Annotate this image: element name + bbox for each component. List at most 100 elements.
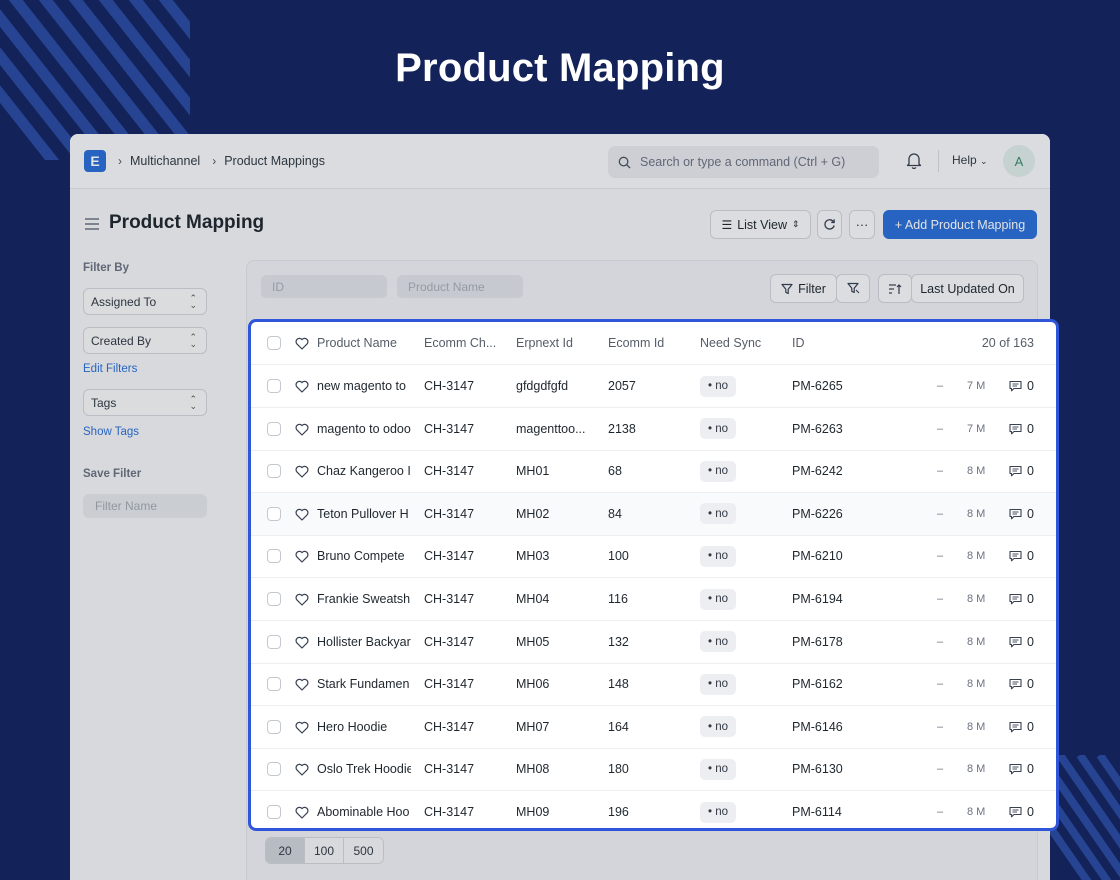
heart-icon[interactable] [295,423,309,436]
product-name-cell[interactable]: new magento to [317,379,406,393]
erpnext-id-cell: magenttoo... [516,421,586,436]
header-need-sync[interactable]: Need Sync [700,336,762,350]
header-ecomm-id[interactable]: Ecomm Id [608,336,665,350]
id-filter-input[interactable]: ID [261,275,387,298]
comment-count[interactable]: 0 [1009,578,1039,620]
more-button[interactable]: ··· [849,210,875,239]
comment-count[interactable]: 0 [1009,663,1039,705]
row-checkbox[interactable] [267,762,281,777]
app-logo[interactable]: E [84,150,106,172]
row-checkbox[interactable] [267,421,281,436]
product-name-cell[interactable]: Bruno Compete [317,549,405,564]
header-erpnext-id[interactable]: Erpnext Id [516,336,573,350]
heart-icon[interactable] [295,763,309,776]
id-cell: PM-6178 [792,634,843,649]
list-row[interactable]: new magento to CH-3147 gfdgdfgfd 2057 • … [251,365,1056,408]
comment-count[interactable]: 0 [1009,621,1039,663]
chevron-right-icon: › [212,154,217,168]
list-row[interactable]: Hero Hoodie CH-3147 MH07 164 • no PM-614… [251,706,1056,749]
page-size-500[interactable]: 500 [344,838,383,863]
list-row[interactable]: Oslo Trek Hoodie CH-3147 MH08 180 • no P… [251,748,1056,792]
product-name-cell[interactable]: Stark Fundamen [317,677,410,692]
add-product-mapping-button[interactable]: + Add Product Mapping [883,210,1037,239]
row-checkbox[interactable] [267,592,281,606]
heart-icon[interactable] [295,380,309,393]
comment-count[interactable]: 0 [1009,365,1039,407]
list-row[interactable]: magento to odoo CH-3147 magenttoo... 213… [251,408,1056,451]
product-name-cell[interactable]: Teton Pullover H [317,506,409,521]
heart-icon[interactable] [295,806,309,819]
product-name-cell[interactable]: Abominable Hoo [317,805,410,819]
page-size-20[interactable]: 20 [266,838,305,863]
sort-order-button[interactable] [878,274,912,303]
comment-count[interactable]: 0 [1009,493,1039,535]
list-row[interactable]: Bruno Compete CH-3147 MH03 100 • no PM-6… [251,535,1056,579]
list-row[interactable]: Abominable Hoo CH-3147 MH09 196 • no PM-… [251,791,1056,828]
status-badge: • no [700,545,737,567]
list-row[interactable]: Hollister Backyar CH-3147 MH05 132 • no … [251,621,1056,664]
list-row[interactable]: Frankie Sweatsh CH-3147 MH04 116 • no PM… [251,578,1056,621]
comment-count[interactable]: 0 [1009,748,1039,790]
product-name-cell[interactable]: magento to odoo [317,421,411,436]
row-checkbox[interactable] [267,677,281,692]
comment-count[interactable]: 0 [1009,706,1039,748]
breadcrumb-product-mappings[interactable]: Product Mappings [224,154,325,168]
created-by-select[interactable]: Created By ⌃ ⌄ [83,327,207,354]
product-name-filter-input[interactable]: Product Name [397,275,523,298]
list-view-button[interactable]: ☰ List View ⇕ [710,210,811,239]
comment-count[interactable]: 0 [1009,450,1039,492]
select-all-checkbox[interactable] [267,336,281,350]
updown-icon: ⌃ ⌄ [189,394,197,411]
modified-age: 8 M [967,678,986,691]
avatar[interactable]: A [1003,145,1035,177]
header-product-name[interactable]: Product Name [317,336,397,350]
heart-icon[interactable] [295,721,309,734]
row-checkbox[interactable] [267,634,281,649]
bell-icon[interactable] [906,152,922,169]
assigned-to-select[interactable]: Assigned To ⌃ ⌄ [83,288,207,315]
product-name-cell[interactable]: Hollister Backyar [317,634,411,649]
product-name-cell[interactable]: Chaz Kangeroo I [317,464,411,479]
sidebar-toggle-icon[interactable] [84,217,100,231]
filter-by-label: Filter By [83,262,130,274]
tags-select[interactable]: Tags ⌃ ⌄ [83,389,207,416]
filter-button[interactable]: Filter [770,274,837,303]
sort-field-button[interactable]: Last Updated On [911,274,1024,303]
ecomm-channel-cell: CH-3147 [424,506,475,521]
row-checkbox[interactable] [267,549,281,564]
refresh-button[interactable] [817,210,842,239]
show-tags-link[interactable]: Show Tags [83,426,140,438]
row-checkbox[interactable] [267,506,281,521]
header-id[interactable]: ID [792,336,805,350]
comment-count[interactable]: 0 [1009,535,1039,577]
row-checkbox[interactable] [267,805,281,819]
comment-icon [1009,551,1022,562]
row-checkbox[interactable] [267,464,281,479]
list-row[interactable]: Chaz Kangeroo I CH-3147 MH01 68 • no PM-… [251,450,1056,494]
comment-count[interactable]: 0 [1009,791,1039,828]
heart-icon[interactable] [295,508,309,521]
edit-filters-link[interactable]: Edit Filters [83,363,138,375]
heart-icon[interactable] [295,337,309,350]
filter-name-input[interactable]: Filter Name [83,494,207,518]
help-menu[interactable]: Help ⌄ [952,153,988,167]
breadcrumb-multichannel[interactable]: Multichannel [130,154,201,168]
heart-icon[interactable] [295,593,309,606]
product-name-cell[interactable]: Oslo Trek Hoodie [317,762,411,777]
product-name-cell[interactable]: Frankie Sweatsh [317,592,411,606]
row-checkbox[interactable] [267,379,281,393]
header-ecomm-channel[interactable]: Ecomm Ch... [424,336,497,350]
product-name-cell[interactable]: Hero Hoodie [317,719,388,734]
page-size-100[interactable]: 100 [305,838,344,863]
list-row[interactable]: Stark Fundamen CH-3147 MH06 148 • no PM-… [251,663,1056,707]
list-row[interactable]: Teton Pullover H CH-3147 MH02 84 • no PM… [251,492,1056,536]
heart-icon[interactable] [295,465,309,478]
search-input[interactable]: Search or type a command (Ctrl + G) [608,146,879,178]
id-cell: PM-6226 [792,506,843,521]
heart-icon[interactable] [295,550,309,563]
heart-icon[interactable] [295,636,309,649]
clear-filter-button[interactable] [836,274,870,303]
heart-icon[interactable] [295,678,309,691]
comment-count[interactable]: 0 [1009,408,1039,450]
row-checkbox[interactable] [267,719,281,734]
